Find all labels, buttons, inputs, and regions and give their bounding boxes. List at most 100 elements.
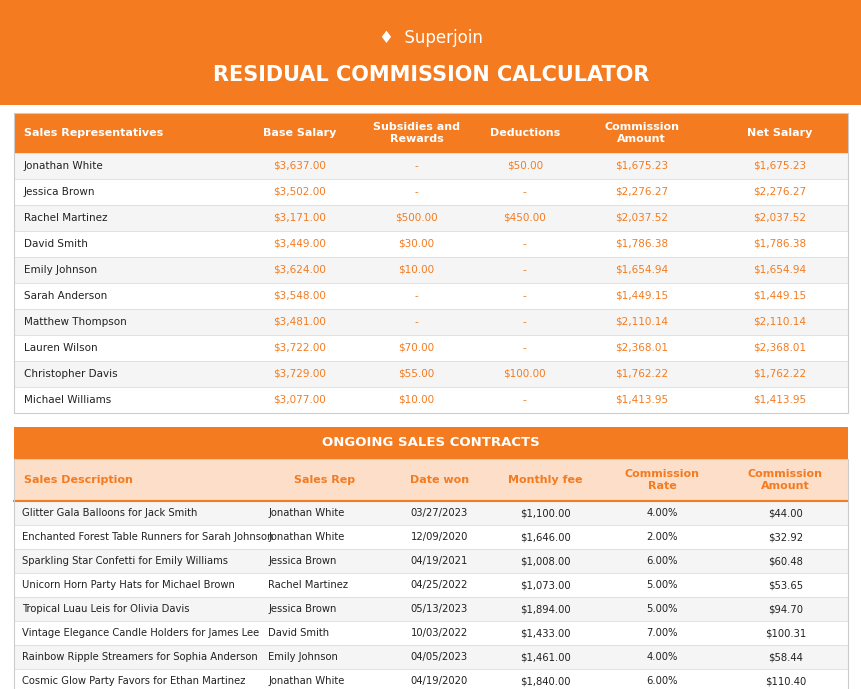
Text: $1,894.00: $1,894.00 <box>520 604 570 614</box>
Text: $1,654.94: $1,654.94 <box>752 265 805 275</box>
Text: -: - <box>523 395 526 405</box>
Bar <box>14 231 847 257</box>
Text: Rachel Martinez: Rachel Martinez <box>268 580 348 590</box>
Text: Commission
Amount: Commission Amount <box>604 122 678 144</box>
Text: Commission
Rate: Commission Rate <box>624 469 699 491</box>
Text: Rachel Martinez: Rachel Martinez <box>24 213 108 223</box>
Text: $1,449.15: $1,449.15 <box>614 291 667 301</box>
Text: $55.00: $55.00 <box>398 369 434 379</box>
Text: 04/05/2023: 04/05/2023 <box>411 652 468 662</box>
Text: $1,762.22: $1,762.22 <box>614 369 667 379</box>
Text: -: - <box>523 187 526 197</box>
Text: Jessica Brown: Jessica Brown <box>268 556 336 566</box>
Bar <box>14 597 847 621</box>
Text: $2,368.01: $2,368.01 <box>615 343 667 353</box>
Text: $2,037.52: $2,037.52 <box>752 213 805 223</box>
Text: $2,037.52: $2,037.52 <box>615 213 667 223</box>
Text: $1,786.38: $1,786.38 <box>614 239 667 249</box>
Text: Lauren Wilson: Lauren Wilson <box>24 343 97 353</box>
Text: ♦  Superjoin: ♦ Superjoin <box>379 29 482 47</box>
Text: Jonathan White: Jonathan White <box>268 508 344 518</box>
Text: 6.00%: 6.00% <box>646 676 678 686</box>
Bar <box>14 113 847 413</box>
Text: 03/27/2023: 03/27/2023 <box>410 508 468 518</box>
Text: $3,171.00: $3,171.00 <box>273 213 325 223</box>
Bar <box>14 335 847 361</box>
Text: Base Salary: Base Salary <box>263 128 336 138</box>
Text: 04/25/2022: 04/25/2022 <box>410 580 468 590</box>
Text: $2,110.14: $2,110.14 <box>615 317 667 327</box>
Text: 7.00%: 7.00% <box>646 628 678 638</box>
Text: -: - <box>523 265 526 275</box>
Text: $32.92: $32.92 <box>767 532 802 542</box>
Text: 04/19/2020: 04/19/2020 <box>410 676 468 686</box>
Text: $1,786.38: $1,786.38 <box>752 239 805 249</box>
Text: -: - <box>414 161 418 171</box>
Text: 10/03/2022: 10/03/2022 <box>410 628 468 638</box>
Text: $58.44: $58.44 <box>767 652 802 662</box>
Text: $70.00: $70.00 <box>398 343 434 353</box>
Text: 5.00%: 5.00% <box>646 604 678 614</box>
Text: -: - <box>414 187 418 197</box>
Text: $44.00: $44.00 <box>767 508 802 518</box>
Text: Sales Representatives: Sales Representatives <box>24 128 163 138</box>
Text: Michael Williams: Michael Williams <box>24 395 111 405</box>
Text: Jonathan White: Jonathan White <box>24 161 103 171</box>
Text: David Smith: David Smith <box>268 628 329 638</box>
Text: $3,637.00: $3,637.00 <box>273 161 325 171</box>
Text: Vintage Elegance Candle Holders for James Lee: Vintage Elegance Candle Holders for Jame… <box>22 628 259 638</box>
Text: $2,276.27: $2,276.27 <box>614 187 667 197</box>
Text: $1,461.00: $1,461.00 <box>520 652 570 662</box>
Text: -: - <box>523 317 526 327</box>
Text: Sarah Anderson: Sarah Anderson <box>24 291 107 301</box>
Text: $3,502.00: $3,502.00 <box>273 187 325 197</box>
Text: -: - <box>523 239 526 249</box>
Bar <box>14 153 847 179</box>
Text: $110.40: $110.40 <box>764 676 805 686</box>
Text: 6.00%: 6.00% <box>646 556 678 566</box>
Bar <box>14 387 847 413</box>
Text: Commission
Amount: Commission Amount <box>747 469 822 491</box>
Text: $30.00: $30.00 <box>398 239 434 249</box>
Text: 04/19/2021: 04/19/2021 <box>410 556 468 566</box>
Text: Sparkling Star Confetti for Emily Williams: Sparkling Star Confetti for Emily Willia… <box>22 556 228 566</box>
Bar <box>14 645 847 669</box>
Text: 2.00%: 2.00% <box>646 532 678 542</box>
Text: $1,433.00: $1,433.00 <box>520 628 570 638</box>
Text: $3,722.00: $3,722.00 <box>273 343 325 353</box>
Text: Jonathan White: Jonathan White <box>268 532 344 542</box>
Text: Rainbow Ripple Streamers for Sophia Anderson: Rainbow Ripple Streamers for Sophia Ande… <box>22 652 257 662</box>
Text: Jessica Brown: Jessica Brown <box>24 187 96 197</box>
Text: $1,675.23: $1,675.23 <box>614 161 667 171</box>
Text: Sales Rep: Sales Rep <box>294 475 355 485</box>
Text: $10.00: $10.00 <box>398 265 434 275</box>
Text: $1,654.94: $1,654.94 <box>614 265 667 275</box>
Text: $1,073.00: $1,073.00 <box>520 580 570 590</box>
Bar <box>14 205 847 231</box>
Text: $1,646.00: $1,646.00 <box>520 532 570 542</box>
Text: -: - <box>523 291 526 301</box>
Text: Emily Johnson: Emily Johnson <box>24 265 97 275</box>
Text: Jessica Brown: Jessica Brown <box>268 604 336 614</box>
Text: $100.00: $100.00 <box>503 369 546 379</box>
Text: $1,762.22: $1,762.22 <box>752 369 805 379</box>
Text: Matthew Thompson: Matthew Thompson <box>24 317 127 327</box>
Bar <box>14 669 847 689</box>
Text: 4.00%: 4.00% <box>646 508 678 518</box>
Text: 4.00%: 4.00% <box>646 652 678 662</box>
Text: Subsidies and
Rewards: Subsidies and Rewards <box>373 122 460 144</box>
Text: Christopher Davis: Christopher Davis <box>24 369 117 379</box>
Text: Tropical Luau Leis for Olivia Davis: Tropical Luau Leis for Olivia Davis <box>22 604 189 614</box>
Text: $60.48: $60.48 <box>767 556 802 566</box>
Bar <box>14 309 847 335</box>
Bar <box>14 283 847 309</box>
Text: $1,449.15: $1,449.15 <box>752 291 805 301</box>
Text: -: - <box>414 291 418 301</box>
Bar <box>14 501 847 525</box>
Text: 05/13/2023: 05/13/2023 <box>410 604 468 614</box>
Bar <box>14 179 847 205</box>
Text: -: - <box>414 317 418 327</box>
Text: $3,481.00: $3,481.00 <box>273 317 325 327</box>
Text: $500.00: $500.00 <box>394 213 437 223</box>
Bar <box>14 459 847 501</box>
